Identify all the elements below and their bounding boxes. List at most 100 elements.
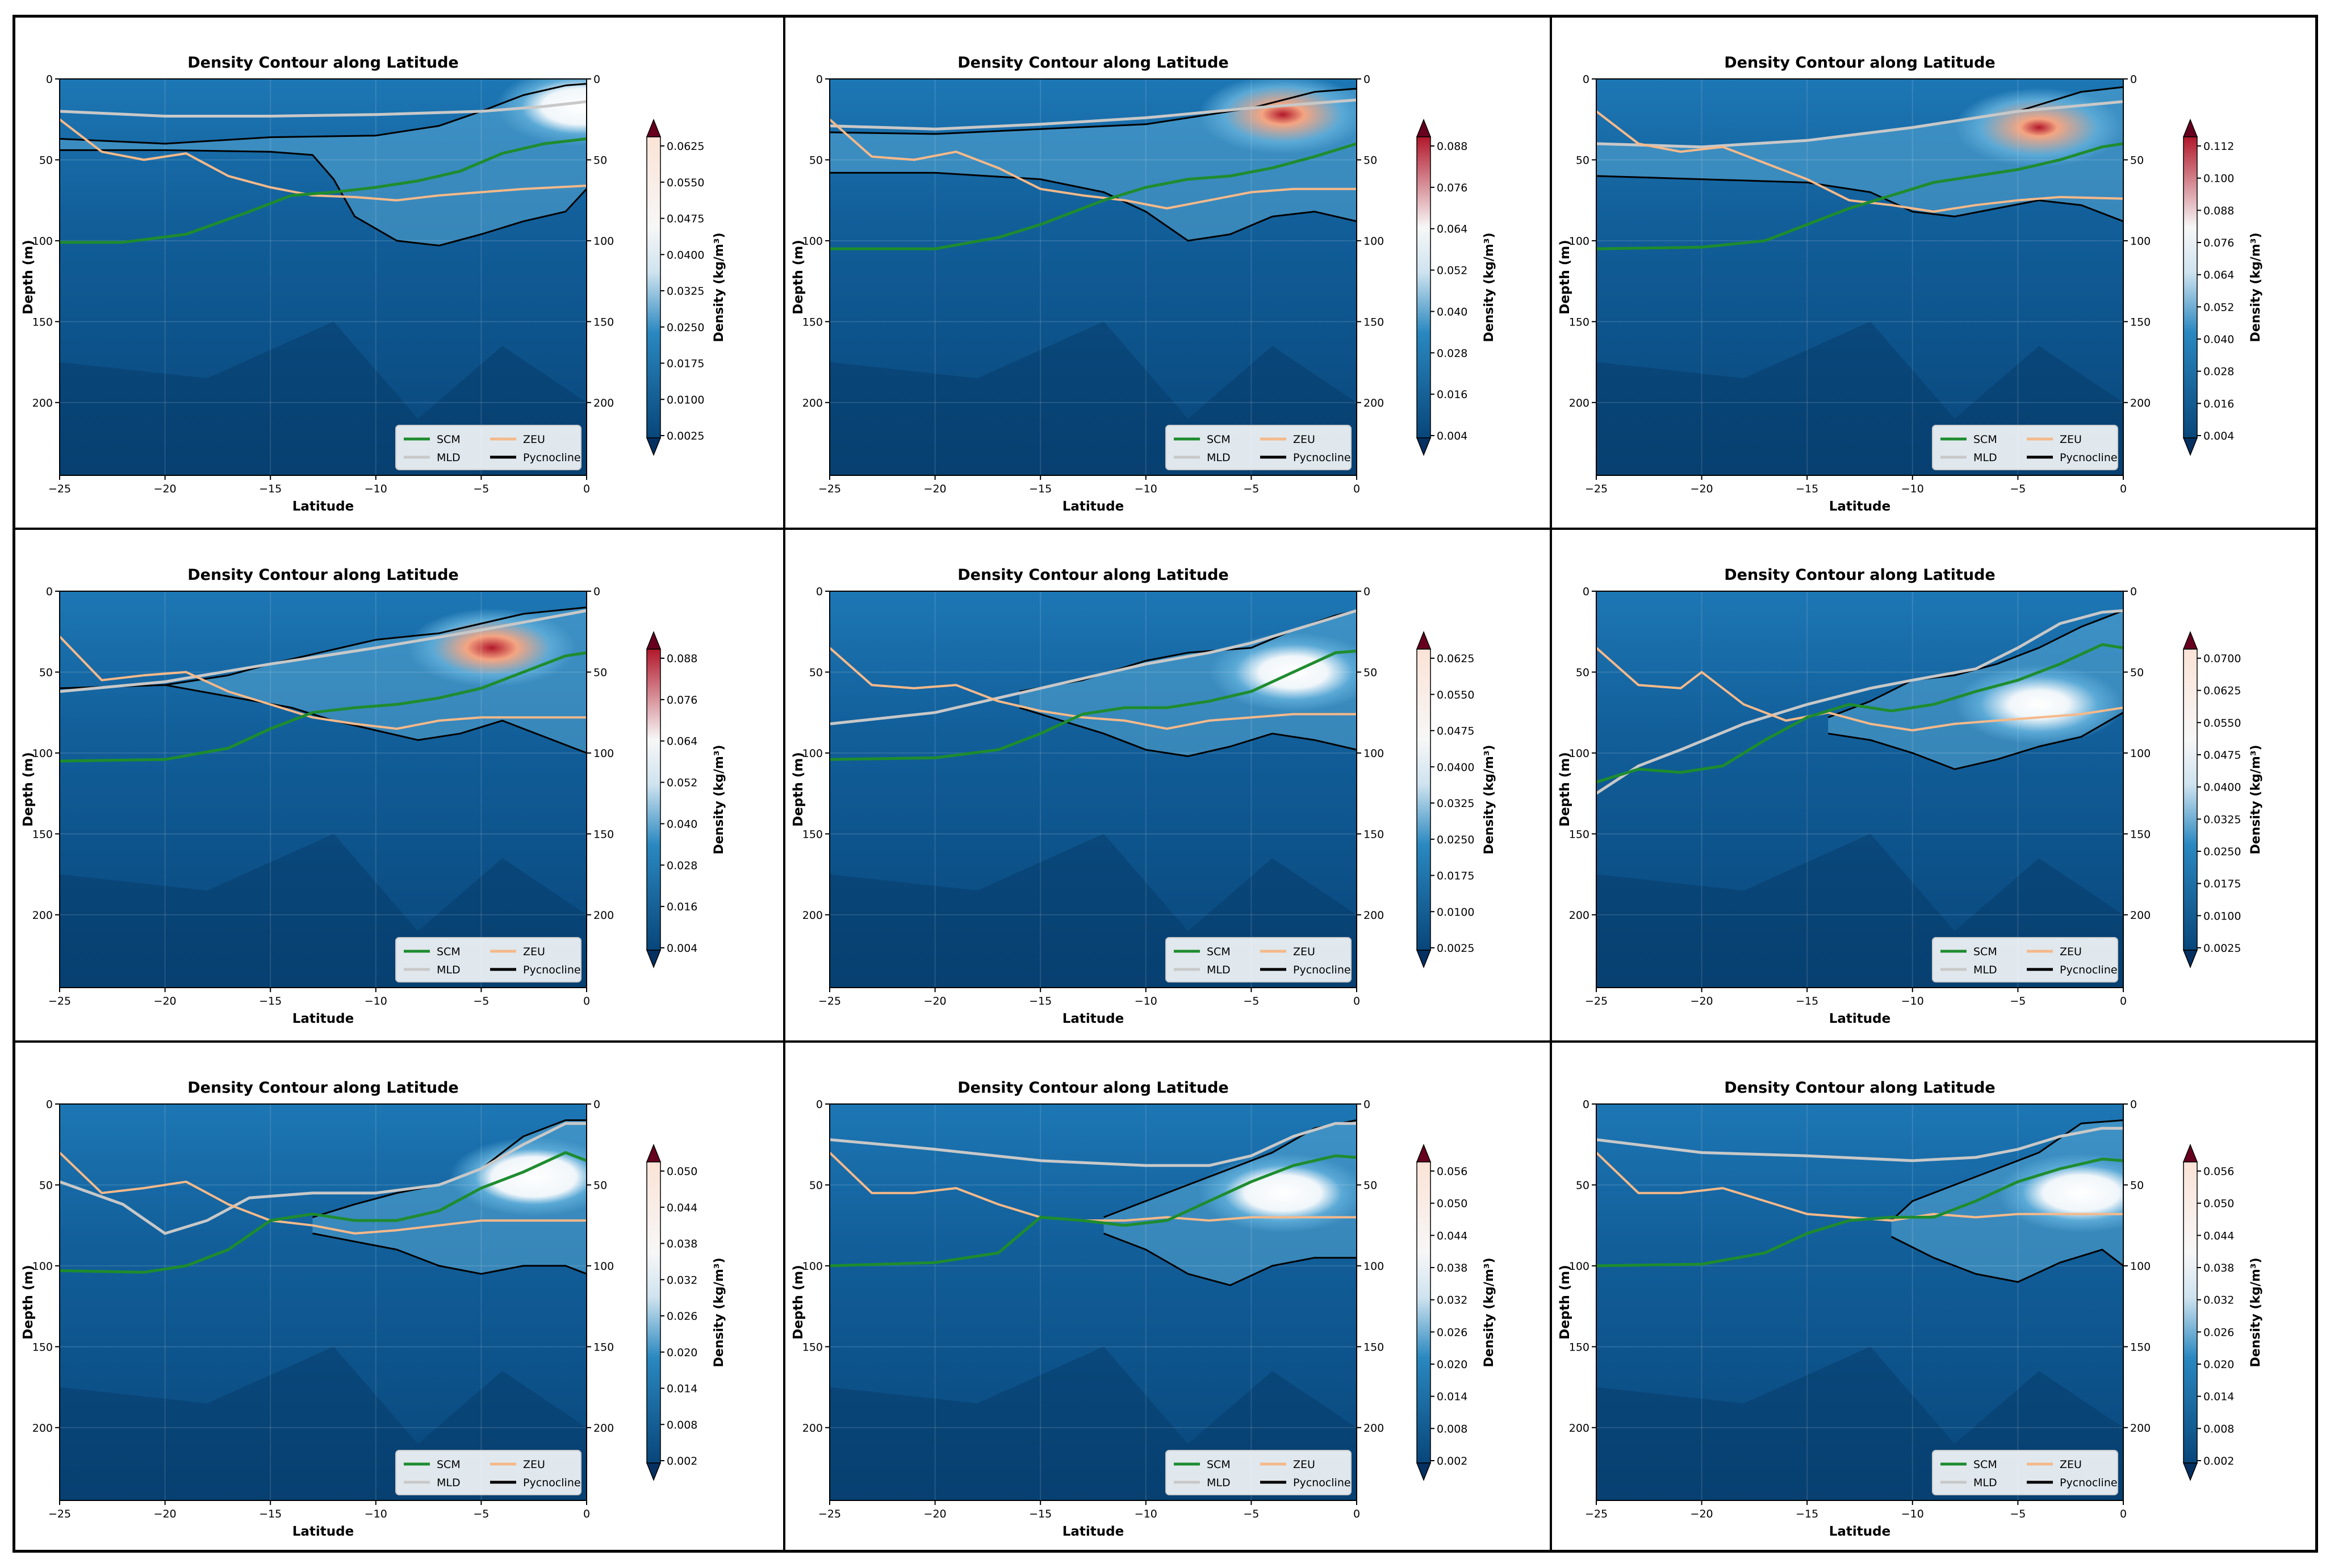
plot-area — [830, 1104, 1357, 1500]
x-tick-label: −25 — [48, 995, 71, 1007]
colorbar-tick-label: 0.0625 — [667, 140, 704, 153]
colorbar-tick-label: 0.0175 — [667, 358, 704, 370]
y-tick-label-right: 200 — [2130, 397, 2151, 409]
legend-pycnocline-label: Pycnocline — [523, 1477, 581, 1489]
colorbar-tick-label: 0.0400 — [667, 249, 704, 261]
mld-line — [60, 1122, 587, 1235]
legend-pycnocline-label: Pycnocline — [2060, 964, 2118, 976]
x-axis-label: Latitude — [292, 1011, 354, 1026]
plot-area — [60, 1104, 587, 1500]
scm-line — [60, 1151, 587, 1274]
density-maximum — [1955, 87, 2123, 168]
colorbar-tick-label: 0.0400 — [2203, 781, 2241, 794]
colorbar-extend-top — [2182, 630, 2198, 650]
colorbar-tick-label: 0.0325 — [2203, 813, 2241, 826]
legend-scm-label: SCM — [1207, 946, 1231, 958]
colorbar-tick-label: 0.0100 — [667, 394, 704, 406]
y-tick-label: 200 — [802, 397, 823, 409]
colorbar-tick-label: 0.050 — [1437, 1198, 1467, 1210]
legend-mld-label: MLD — [1207, 451, 1231, 464]
colorbar-label: Density (kg/m³) — [712, 232, 726, 342]
plot-frame — [1596, 78, 2124, 476]
chart-title: Density Contour along Latitude — [187, 566, 458, 584]
colorbar-label: Density (kg/m³) — [2249, 1257, 2263, 1367]
colorbar-tick-label: 0.040 — [667, 818, 697, 830]
x-tick-label: 0 — [583, 483, 590, 495]
colorbar-tick-label: 0.026 — [1437, 1326, 1467, 1339]
colorbar-tick-label: 0.020 — [2203, 1358, 2234, 1371]
colorbar-tick-label: 0.064 — [667, 735, 697, 748]
scm-line — [60, 137, 587, 244]
legend-pycnocline-label: Pycnocline — [1293, 451, 1351, 464]
y-tick-label-right: 100 — [593, 1260, 614, 1273]
colorbar-tick-label: 0.014 — [667, 1383, 697, 1395]
y-tick-label-right: 150 — [1363, 1341, 1384, 1353]
y-tick-label-right: 50 — [593, 154, 607, 166]
zeu-line — [1596, 110, 2123, 213]
plot-area — [60, 79, 587, 475]
y-tick-label-right: 50 — [593, 1179, 607, 1191]
legend-mld-label: MLD — [437, 964, 461, 976]
x-tick-label: −20 — [154, 483, 177, 495]
colorbar-extend-bottom — [646, 437, 662, 457]
pycnocline-lower-line — [1828, 712, 2123, 770]
y-axis-label: Depth (m) — [21, 240, 36, 315]
colorbar-tick-label: 0.0625 — [2203, 685, 2241, 697]
colorbar-tick-label: 0.014 — [1437, 1391, 1467, 1403]
legend-mld-label: MLD — [1973, 964, 1997, 976]
x-tick-label: −15 — [259, 995, 282, 1007]
zeu-line — [60, 118, 587, 202]
x-tick-label: −20 — [154, 995, 177, 1007]
colorbar-extend-bottom — [2182, 950, 2198, 969]
colorbar — [2183, 649, 2198, 951]
colorbar-tick-label: 0.0475 — [1437, 725, 1474, 738]
colorbar-tick-label: 0.0475 — [667, 213, 704, 225]
legend-pycnocline-label: Pycnocline — [1293, 1477, 1351, 1489]
y-tick-label: 150 — [32, 828, 53, 841]
pycnocline-lower-line — [830, 172, 1357, 242]
y-tick-label: 150 — [32, 1341, 53, 1353]
y-tick-label: 150 — [1569, 316, 1589, 328]
y-tick-label-right: 200 — [2130, 909, 2151, 922]
y-tick-label: 100 — [32, 747, 53, 760]
mld-line — [830, 98, 1357, 131]
colorbar-tick-label: 0.0625 — [1437, 653, 1474, 665]
y-tick-label: 50 — [1576, 154, 1589, 166]
pycnocline-upper-line — [1890, 1119, 2123, 1222]
y-tick-label-right: 150 — [593, 316, 614, 328]
panel-9: Density Contour along Latitude −25 −20 −15 −… — [1551, 1042, 2316, 1551]
x-tick-label: −15 — [259, 1508, 282, 1520]
x-tick-label: 0 — [2120, 483, 2127, 495]
legend-scm-label: SCM — [437, 946, 461, 958]
x-tick-label: −15 — [1796, 483, 1818, 495]
y-tick-label-right: 0 — [593, 1098, 600, 1111]
colorbar-tick-label: 0.016 — [1437, 388, 1467, 401]
x-axis-label: Latitude — [1829, 499, 1891, 514]
x-tick-label: −5 — [473, 995, 489, 1007]
colorbar-label: Density (kg/m³) — [712, 1257, 726, 1367]
plot-frame — [59, 78, 587, 476]
x-tick-label: −20 — [924, 995, 947, 1007]
plot-frame — [1596, 591, 2124, 988]
x-tick-label: −25 — [48, 483, 71, 495]
colorbar-tick-label: 0.040 — [2203, 333, 2234, 346]
panel-6: Density Contour along Latitude −25 −20 −15 −… — [1551, 529, 2316, 1042]
colorbar-tick-label: 0.038 — [1437, 1262, 1467, 1274]
y-tick-label: 100 — [802, 747, 823, 760]
x-tick-label: −10 — [1135, 483, 1157, 495]
colorbar-tick-label: 0.044 — [1437, 1230, 1467, 1242]
colorbar-tick-label: 0.0250 — [667, 321, 704, 334]
legend-scm-label: SCM — [1973, 433, 1997, 446]
colorbar — [1416, 649, 1431, 951]
colorbar-tick-label: 0.076 — [1437, 182, 1467, 194]
y-axis-label: Depth (m) — [791, 752, 806, 827]
x-tick-label: 0 — [2120, 995, 2127, 1007]
colorbar-tick-label: 0.076 — [667, 694, 697, 706]
y-tick-label-right: 150 — [1363, 316, 1384, 328]
y-tick-label: 150 — [1569, 828, 1589, 841]
mld-line — [1596, 100, 2123, 149]
colorbar-extend-top — [1416, 1143, 1432, 1163]
x-tick-label: −25 — [48, 1508, 71, 1520]
colorbar-extend-top — [646, 118, 662, 137]
y-tick-label-right: 100 — [2130, 235, 2151, 248]
